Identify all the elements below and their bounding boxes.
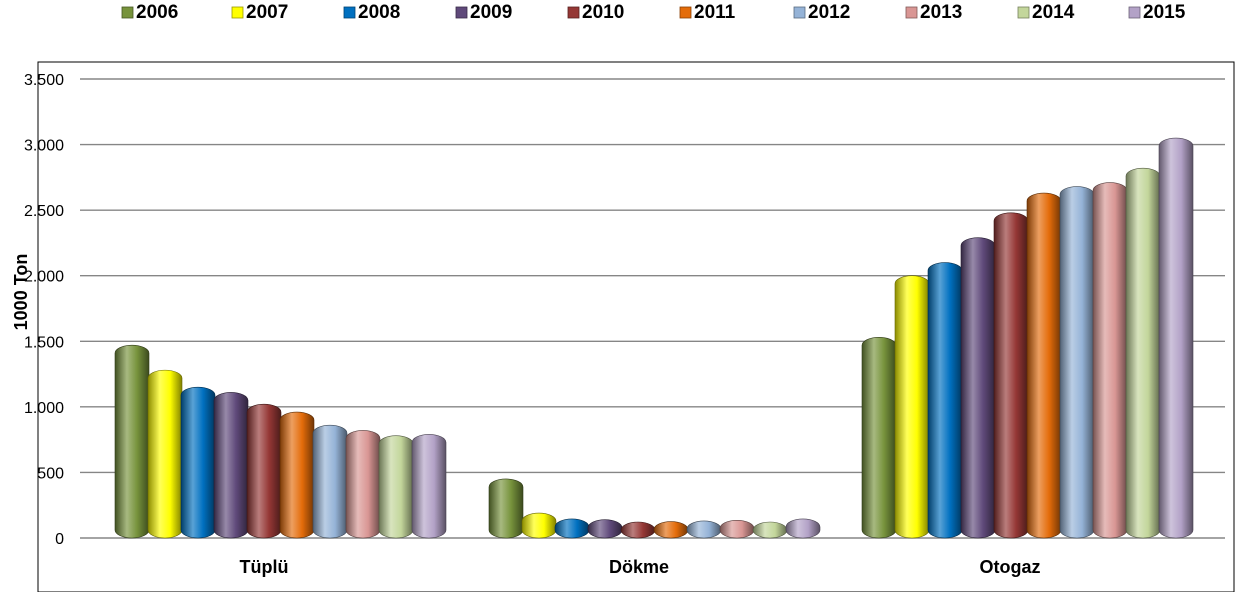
legend-label: 2007 — [246, 2, 288, 23]
category-label: Tüplü — [240, 557, 289, 577]
legend-swatch — [793, 6, 806, 19]
legend-item: 2007 — [231, 2, 288, 23]
bar — [1158, 137, 1194, 539]
legend-item: 2013 — [905, 2, 962, 23]
legend-swatch — [343, 6, 356, 19]
legend-label: 2009 — [470, 2, 512, 23]
legend-label: 2011 — [694, 2, 736, 23]
x-axis-categories: Tüplü Dökme Otogaz — [240, 557, 1041, 577]
bar — [378, 435, 414, 539]
bar — [1059, 186, 1095, 539]
legend-swatch — [679, 6, 692, 19]
bar — [993, 212, 1029, 539]
legend-item: 2012 — [793, 2, 850, 23]
bar — [587, 519, 623, 539]
bar — [554, 518, 590, 539]
legend-item: 2006 — [121, 2, 178, 23]
legend-item: 2015 — [1128, 2, 1186, 23]
legend: 2006 2007 2008 2009 2010 2011 2012 2013 2014 2015 — [121, 2, 1186, 23]
bar — [488, 478, 524, 539]
bar — [312, 424, 348, 539]
y-tick-label: 500 — [37, 465, 64, 482]
bar — [719, 519, 755, 539]
bar — [653, 521, 689, 539]
legend-label: 2010 — [582, 2, 624, 23]
bar — [927, 262, 963, 539]
bar — [345, 430, 381, 539]
legend-label: 2014 — [1032, 2, 1075, 23]
legend-item: 2014 — [1017, 2, 1075, 23]
legend-swatch — [455, 6, 468, 19]
bar — [894, 275, 930, 539]
legend-item: 2010 — [567, 2, 624, 23]
y-axis-title: 1000 Ton — [11, 254, 31, 331]
bar — [411, 434, 447, 539]
bar — [521, 512, 557, 539]
bar-group — [488, 478, 821, 539]
bars — [114, 137, 1194, 539]
y-tick-label: 2.000 — [24, 269, 64, 286]
y-tick-label: 1.000 — [24, 400, 64, 417]
legend-item: 2011 — [679, 2, 736, 23]
y-tick-label: 3.000 — [24, 138, 64, 155]
bar — [785, 518, 821, 539]
y-tick-label: 2.500 — [24, 203, 64, 220]
bar — [686, 520, 722, 539]
bar — [752, 521, 788, 539]
y-tick-label: 3.500 — [24, 72, 64, 89]
legend-label: 2006 — [136, 2, 178, 23]
bar-group — [114, 344, 447, 539]
bar — [861, 337, 897, 539]
legend-swatch — [1128, 6, 1141, 19]
y-tick-label: 0 — [55, 531, 64, 548]
bar — [114, 344, 150, 539]
bar — [279, 411, 315, 539]
bar — [147, 369, 183, 539]
legend-label: 2015 — [1143, 2, 1186, 23]
legend-swatch — [121, 6, 134, 19]
legend-label: 2012 — [808, 2, 850, 23]
bar-group — [861, 137, 1194, 539]
bar — [620, 521, 656, 539]
legend-swatch — [231, 6, 244, 19]
y-axis-ticks: 0 500 1.000 1.500 2.000 2.500 3.000 3.500 — [24, 72, 64, 548]
bar — [246, 403, 282, 539]
legend-swatch — [1017, 6, 1030, 19]
bar — [1092, 182, 1128, 539]
bar — [1026, 192, 1062, 539]
legend-label: 2008 — [358, 2, 400, 23]
legend-item: 2008 — [343, 2, 400, 23]
legend-label: 2013 — [920, 2, 962, 23]
bar — [1125, 167, 1161, 539]
category-label: Otogaz — [980, 557, 1041, 577]
bar — [213, 392, 249, 539]
bar — [960, 237, 996, 539]
legend-swatch — [567, 6, 580, 19]
legend-swatch — [905, 6, 918, 19]
bar — [180, 386, 216, 539]
category-label: Dökme — [609, 557, 669, 577]
legend-item: 2009 — [455, 2, 512, 23]
y-tick-label: 1.500 — [24, 334, 64, 351]
